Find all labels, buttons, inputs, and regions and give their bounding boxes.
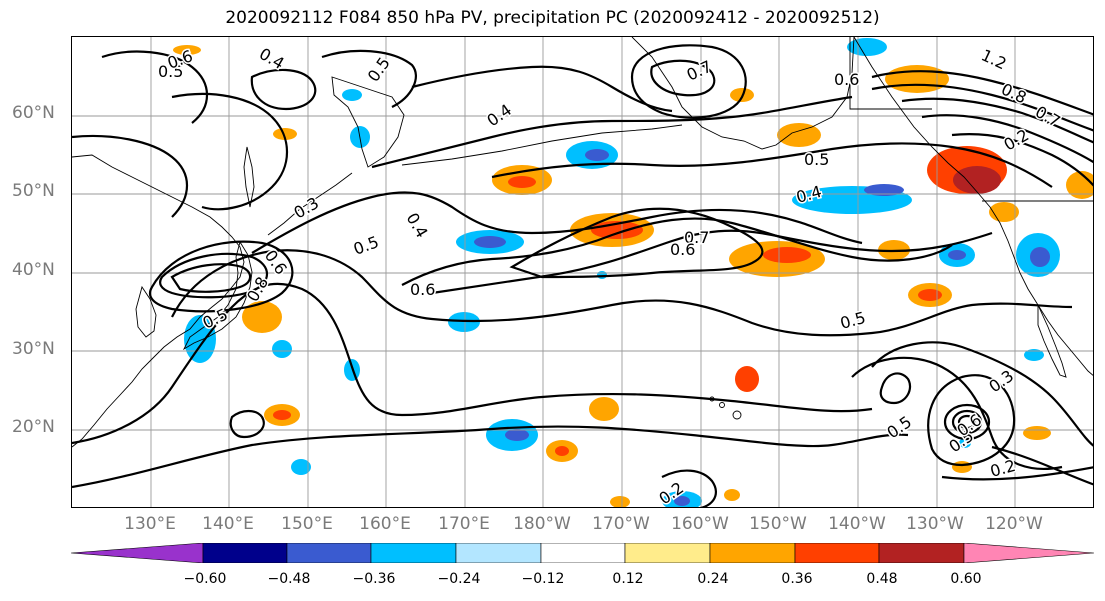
colorbar-segment — [709, 543, 796, 563]
lon-label-140w: 140°W — [828, 514, 886, 534]
contour-label: 0.5 — [158, 62, 183, 81]
lat-label-30n: 30°N — [12, 339, 55, 359]
colorbar-segment — [455, 543, 542, 563]
contour-label: 0.5 — [351, 232, 381, 259]
contour-label: 0.5 — [364, 54, 394, 86]
colorbar-tick-label: −0.36 — [352, 571, 396, 587]
colorbar-tick-label: 0.36 — [781, 571, 813, 587]
colorbar-tick-label: −0.12 — [521, 571, 565, 587]
contour-label: 0.2 — [1001, 125, 1033, 154]
lon-label-140e: 140°E — [202, 514, 254, 534]
lat-label-40n: 40°N — [12, 260, 55, 280]
lon-label-130e: 130°E — [124, 514, 176, 534]
contour-label: 0.5 — [883, 412, 915, 442]
lon-label-180w: 180°W — [513, 514, 571, 534]
contour-label: 0.7 — [684, 228, 709, 247]
colorbar-segments — [71, 543, 1094, 563]
colorbar-extend-max — [963, 543, 1094, 563]
colorbar-segment — [624, 543, 711, 563]
lon-label-130w: 130°W — [906, 514, 964, 534]
colorbar — [71, 543, 1094, 563]
map-canvas: 0.4 0.5 0.6 0.7 0.5 0.6 0.4 0.7 0.5 0.4 … — [72, 37, 1093, 507]
lon-label-120w: 120°W — [985, 514, 1043, 534]
lat-label-20n: 20°N — [12, 417, 55, 437]
colorbar-tick-label: 0.60 — [950, 571, 982, 587]
lon-label-150e: 150°E — [281, 514, 333, 534]
colorbar-segment — [202, 543, 288, 563]
map-title: 2020092112 F084 850 hPa PV, precipitatio… — [225, 8, 880, 28]
colorbar-tick-label: 0.12 — [612, 571, 644, 587]
colorbar-tick-label: 0.24 — [697, 571, 729, 587]
pv-contours — [72, 44, 1093, 507]
contour-label: 0.6 — [834, 70, 859, 89]
lon-label-150w: 150°W — [749, 514, 807, 534]
contour-label: 1.2 — [978, 45, 1009, 73]
coastlines — [72, 37, 1093, 448]
lon-label-170w: 170°W — [592, 514, 650, 534]
map-panel: 0.4 0.5 0.6 0.7 0.5 0.6 0.4 0.7 0.5 0.4 … — [71, 36, 1094, 508]
contour-label: 0.5 — [838, 308, 868, 333]
colorbar-segment — [878, 543, 965, 563]
contour-label: 0.6 — [410, 280, 435, 299]
colorbar-tick-label: −0.24 — [437, 571, 481, 587]
contour-label: 0.2 — [988, 456, 1018, 481]
contour-label: 0.5 — [804, 150, 829, 169]
lon-label-160e: 160°E — [359, 514, 411, 534]
lon-label-170e: 170°E — [438, 514, 490, 534]
colorbar-extend-min — [71, 543, 204, 563]
colorbar-tick-label: −0.48 — [267, 571, 311, 587]
contour-label: 0.3 — [985, 366, 1017, 396]
colorbar-segment — [540, 543, 626, 563]
lat-label-50n: 50°N — [12, 181, 55, 201]
contour-label: 0.4 — [256, 44, 288, 73]
colorbar-segment — [370, 543, 457, 563]
colorbar-tick-label: 0.48 — [866, 571, 898, 587]
colorbar-segment — [794, 543, 880, 563]
graticule — [72, 37, 1093, 507]
lon-label-160w: 160°W — [671, 514, 729, 534]
contour-label: 0.6 — [670, 240, 695, 259]
colorbar-segment — [286, 543, 372, 563]
contour-label: 0.4 — [403, 210, 432, 242]
colorbar-tick-label: −0.60 — [183, 571, 227, 587]
lat-label-60n: 60°N — [12, 103, 55, 123]
contour-label: 0.4 — [483, 100, 515, 130]
